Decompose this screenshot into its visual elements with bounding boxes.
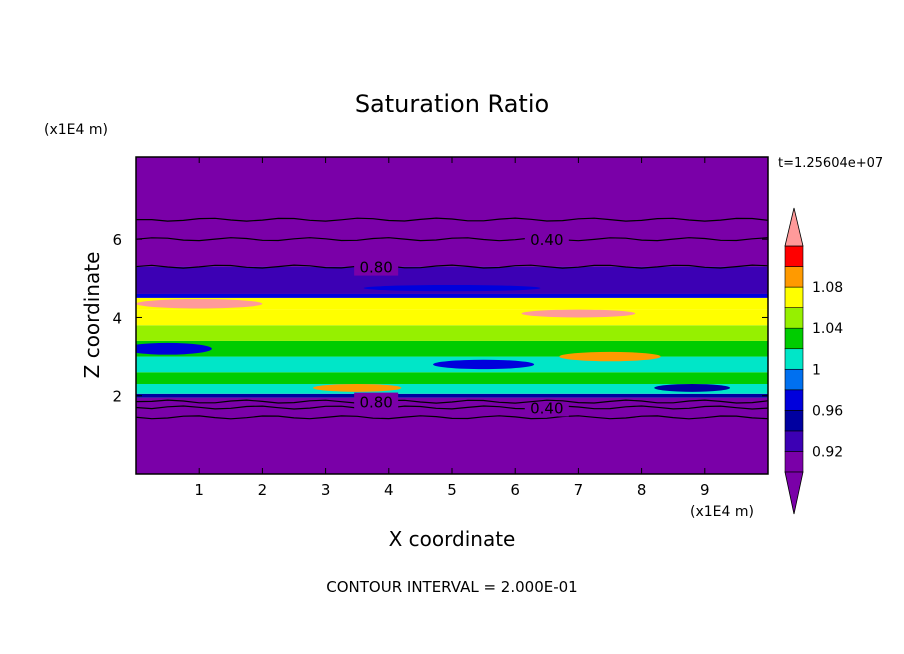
colorbar-under-arrow (784, 471, 804, 515)
field-band-9 (136, 293, 768, 298)
y-tick-label-4: 4 (112, 309, 122, 327)
contour-line-2 (136, 399, 768, 404)
x-axis-ticks: 1 2 3 4 5 6 7 8 9 (194, 157, 710, 499)
colorbar-label-0.96: 0.96 (812, 403, 843, 419)
x-axis-unit: (x1E4 m) (690, 504, 754, 520)
field-band-3 (136, 372, 768, 384)
contour-line-3 (136, 237, 768, 242)
contour-label-bg-3 (524, 230, 569, 249)
contour-label-bg-2 (354, 392, 399, 411)
field-band-8 (136, 297, 768, 310)
field-patch-6 (654, 383, 731, 392)
contour-label-4: 0.80 (359, 259, 392, 277)
field-patch-8 (666, 286, 768, 294)
x-tick-label-1: 1 (194, 481, 204, 499)
colorbar-label-1: 1 (812, 362, 821, 378)
field-band-5 (136, 340, 768, 357)
colorbar-swatch-4 (784, 368, 804, 391)
y-axis-label: Z coordinate (80, 252, 104, 379)
colorbar-swatch-7 (784, 307, 804, 329)
contour-line-4 (136, 264, 768, 269)
colorbar: 0.92 0.96 1 1.04 1.08 (784, 207, 843, 515)
x-axis-label: X coordinate (389, 527, 516, 551)
x-tick-label-5: 5 (447, 481, 457, 499)
contour-label-1: 0.40 (530, 399, 563, 417)
contour-label-bg-1 (524, 398, 569, 417)
y-axis-unit: (x1E4 m) (44, 122, 108, 138)
contour-label-bg-4 (354, 257, 399, 276)
colorbar-swatch-2 (784, 410, 804, 432)
contour-line-0 (136, 415, 768, 420)
x-tick-label-8: 8 (637, 481, 647, 499)
colorbar-swatch-5 (784, 348, 804, 370)
x-tick-label-9: 9 (700, 481, 710, 499)
field-band-2 (136, 383, 768, 394)
field-patch-4 (433, 359, 535, 370)
plot-area: 0.40 0.80 0.40 0.80 (136, 157, 768, 474)
contour-label-3: 0.40 (530, 231, 563, 249)
y-tick-label-6: 6 (112, 231, 122, 249)
x-tick-label-6: 6 (510, 481, 520, 499)
field-band-7 (136, 309, 768, 326)
x-tick-label-4: 4 (384, 481, 394, 499)
field-patch-5 (312, 383, 402, 392)
y-axis-ticks: 2 4 6 (112, 231, 768, 406)
field-band-11 (136, 157, 768, 267)
field-patch-2 (136, 342, 212, 355)
colorbar-swatch-1 (784, 430, 804, 452)
contour-interval-footer: CONTOUR INTERVAL = 2.000E-01 (326, 578, 577, 596)
colorbar-swatch-10 (784, 245, 804, 267)
chart-title: Saturation Ratio (355, 90, 549, 118)
y-tick-label-2: 2 (112, 388, 122, 406)
time-label: t=1.25604e+07 (778, 156, 883, 171)
contour-line-5 (136, 217, 768, 222)
colorbar-over-arrow (784, 207, 804, 247)
colorbar-swatch-3 (784, 389, 804, 411)
contour-label-2: 0.80 (359, 394, 392, 412)
colorbar-label-1.08: 1.08 (812, 280, 843, 296)
contour-line-1 (136, 405, 768, 410)
field-band-6 (136, 325, 768, 341)
colorbar-label-1.04: 1.04 (812, 321, 843, 337)
colorbar-label-0.92: 0.92 (812, 444, 843, 460)
x-tick-label-3: 3 (321, 481, 331, 499)
field-patch-0 (136, 299, 263, 309)
colorbar-swatch-8 (784, 286, 804, 308)
x-tick-label-7: 7 (574, 481, 584, 499)
field-patch-7 (363, 284, 541, 292)
field-band-0 (136, 397, 768, 474)
colorbar-swatch-0 (784, 451, 804, 473)
x-tick-label-2: 2 (258, 481, 268, 499)
colorbar-swatch-6 (784, 327, 804, 350)
field-band-1 (136, 393, 768, 398)
field-patch-1 (521, 309, 636, 318)
field-patch-3 (559, 351, 661, 362)
colorbar-swatch-9 (784, 266, 804, 288)
